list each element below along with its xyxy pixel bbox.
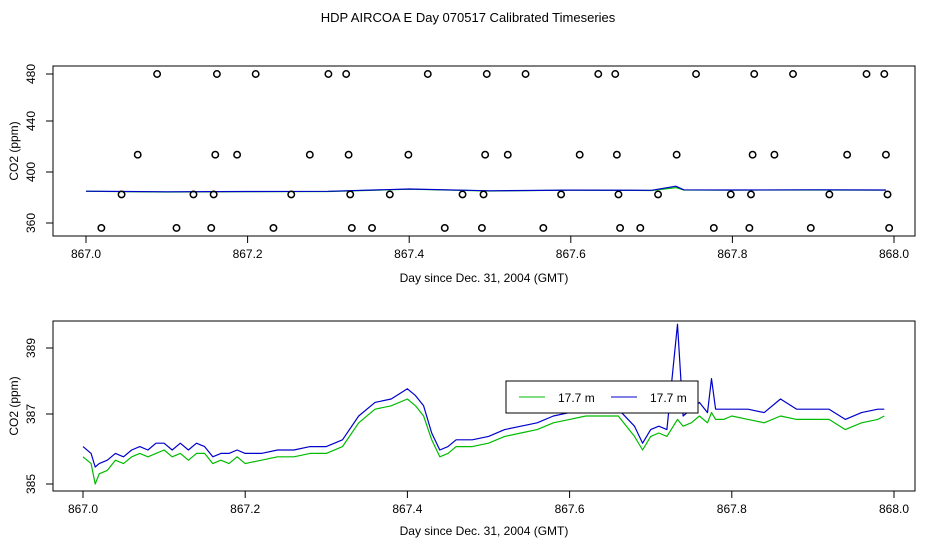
scatter-point [789, 70, 797, 78]
scatter-point [324, 70, 333, 78]
scatter-point [616, 224, 625, 232]
scatter-point [344, 150, 353, 159]
top-xtick-label: 867.4 [394, 247, 424, 261]
bottom-ytick-label: 387 [24, 404, 38, 424]
bottom-ytick-label: 385 [24, 474, 38, 494]
scatter-point [883, 190, 892, 199]
scatter-point [748, 150, 757, 159]
top-xtick-label: 867.8 [717, 247, 747, 261]
series-line-bottom-blue [82, 323, 885, 468]
legend-label-green: 17.7 m [558, 391, 595, 405]
scatter-point [575, 150, 584, 159]
scatter-point [726, 190, 735, 199]
scatter-point [233, 150, 242, 159]
top-ytick-label: 440 [24, 111, 38, 131]
scatter-point [692, 70, 700, 78]
scatter-point [423, 70, 432, 78]
scatter-point [557, 190, 566, 199]
top-xtick-label: 867.2 [233, 247, 263, 261]
scatter-point [287, 190, 296, 199]
scatter-point [404, 150, 413, 159]
chart-title: HDP AIRCOA E Day 070517 Calibrated Times… [321, 10, 616, 25]
scatter-point [862, 70, 871, 78]
scatter-point [440, 224, 449, 232]
scatter-point [770, 150, 779, 159]
bottom-xtick-label: 868.0 [879, 502, 909, 516]
scatter-point [209, 190, 218, 199]
y-axis-label-bottom: CO2 (ppm) [7, 376, 21, 435]
y-axis-label-top: CO2 (ppm) [7, 121, 21, 180]
bottom-xtick-label: 867.4 [392, 502, 422, 516]
scatter-point [481, 150, 490, 159]
bottom-xtick-label: 867.2 [230, 502, 260, 516]
panel-bottom: 867.0 867.2 867.4 867.6 867.8 868.0 385 387 389… [7, 320, 916, 538]
scatter-point [672, 150, 681, 159]
scatter-point [611, 70, 620, 78]
scatter-point [881, 150, 890, 159]
scatter-point [482, 70, 491, 78]
scatter-point [458, 190, 467, 199]
legend-label-blue: 17.7 m [650, 391, 687, 405]
scatter-point [479, 190, 488, 199]
scatter-point [885, 224, 894, 232]
scatter-point [539, 224, 548, 232]
scatter-point [747, 190, 755, 199]
top-ytick-label: 360 [24, 213, 38, 233]
scatter-point [745, 224, 754, 232]
top-xtick-label: 867.0 [71, 247, 101, 261]
scatter-point [594, 70, 603, 78]
scatter-point [153, 70, 162, 78]
bottom-xtick-label: 867.8 [717, 502, 747, 516]
bottom-xtick-label: 867.0 [68, 502, 98, 516]
legend: 17.7 m 17.7 m [505, 380, 699, 414]
series-line-top-blue [85, 185, 886, 193]
scatter-point [385, 190, 394, 199]
bottom-xtick-label: 867.6 [555, 502, 585, 516]
scatter-point [843, 150, 852, 159]
scatter-point [880, 70, 889, 78]
top-xtick-label: 867.6 [556, 247, 586, 261]
top-xtick-label: 868.0 [879, 247, 909, 261]
scatter-point [825, 190, 834, 199]
scatter-point [368, 224, 376, 232]
scatter-point [806, 224, 815, 232]
series-line-bottom-green [82, 398, 885, 485]
scatter-point [612, 150, 621, 159]
scatter-point [212, 70, 221, 78]
scatter-point [269, 224, 278, 232]
scatter-point [636, 224, 645, 232]
scatter-point [503, 150, 512, 159]
x-axis-label-top: Day since Dec. 31, 2004 (GMT) [400, 271, 569, 285]
scatter-point [750, 70, 759, 78]
scatter-point [709, 224, 718, 232]
scatter-point [654, 190, 663, 199]
scatter-point [172, 224, 181, 232]
scatter-point [477, 224, 486, 232]
bottom-ytick-label: 389 [24, 338, 38, 358]
scatter-point [305, 150, 314, 159]
scatter-point [521, 70, 530, 78]
scatter-point [614, 190, 623, 199]
scatter-point [207, 224, 216, 232]
scatter-point [211, 150, 220, 159]
scatter-point [97, 224, 106, 232]
scatter-point [347, 224, 356, 232]
scatter-point [342, 70, 351, 78]
top-ytick-label: 480 [24, 64, 38, 84]
scatter-point [133, 150, 142, 159]
x-axis-label-bottom: Day since Dec. 31, 2004 (GMT) [400, 524, 569, 538]
plot-frame-bottom [52, 320, 916, 492]
scatter-point [189, 190, 198, 199]
scatter-point [117, 190, 126, 199]
scatter-point [251, 70, 260, 78]
top-ytick-label: 400 [24, 162, 38, 182]
panel-top: 867.0 867.2 867.4 867.6 867.8 868.0 360 400 440… [7, 64, 916, 285]
scatter-point [346, 190, 355, 199]
